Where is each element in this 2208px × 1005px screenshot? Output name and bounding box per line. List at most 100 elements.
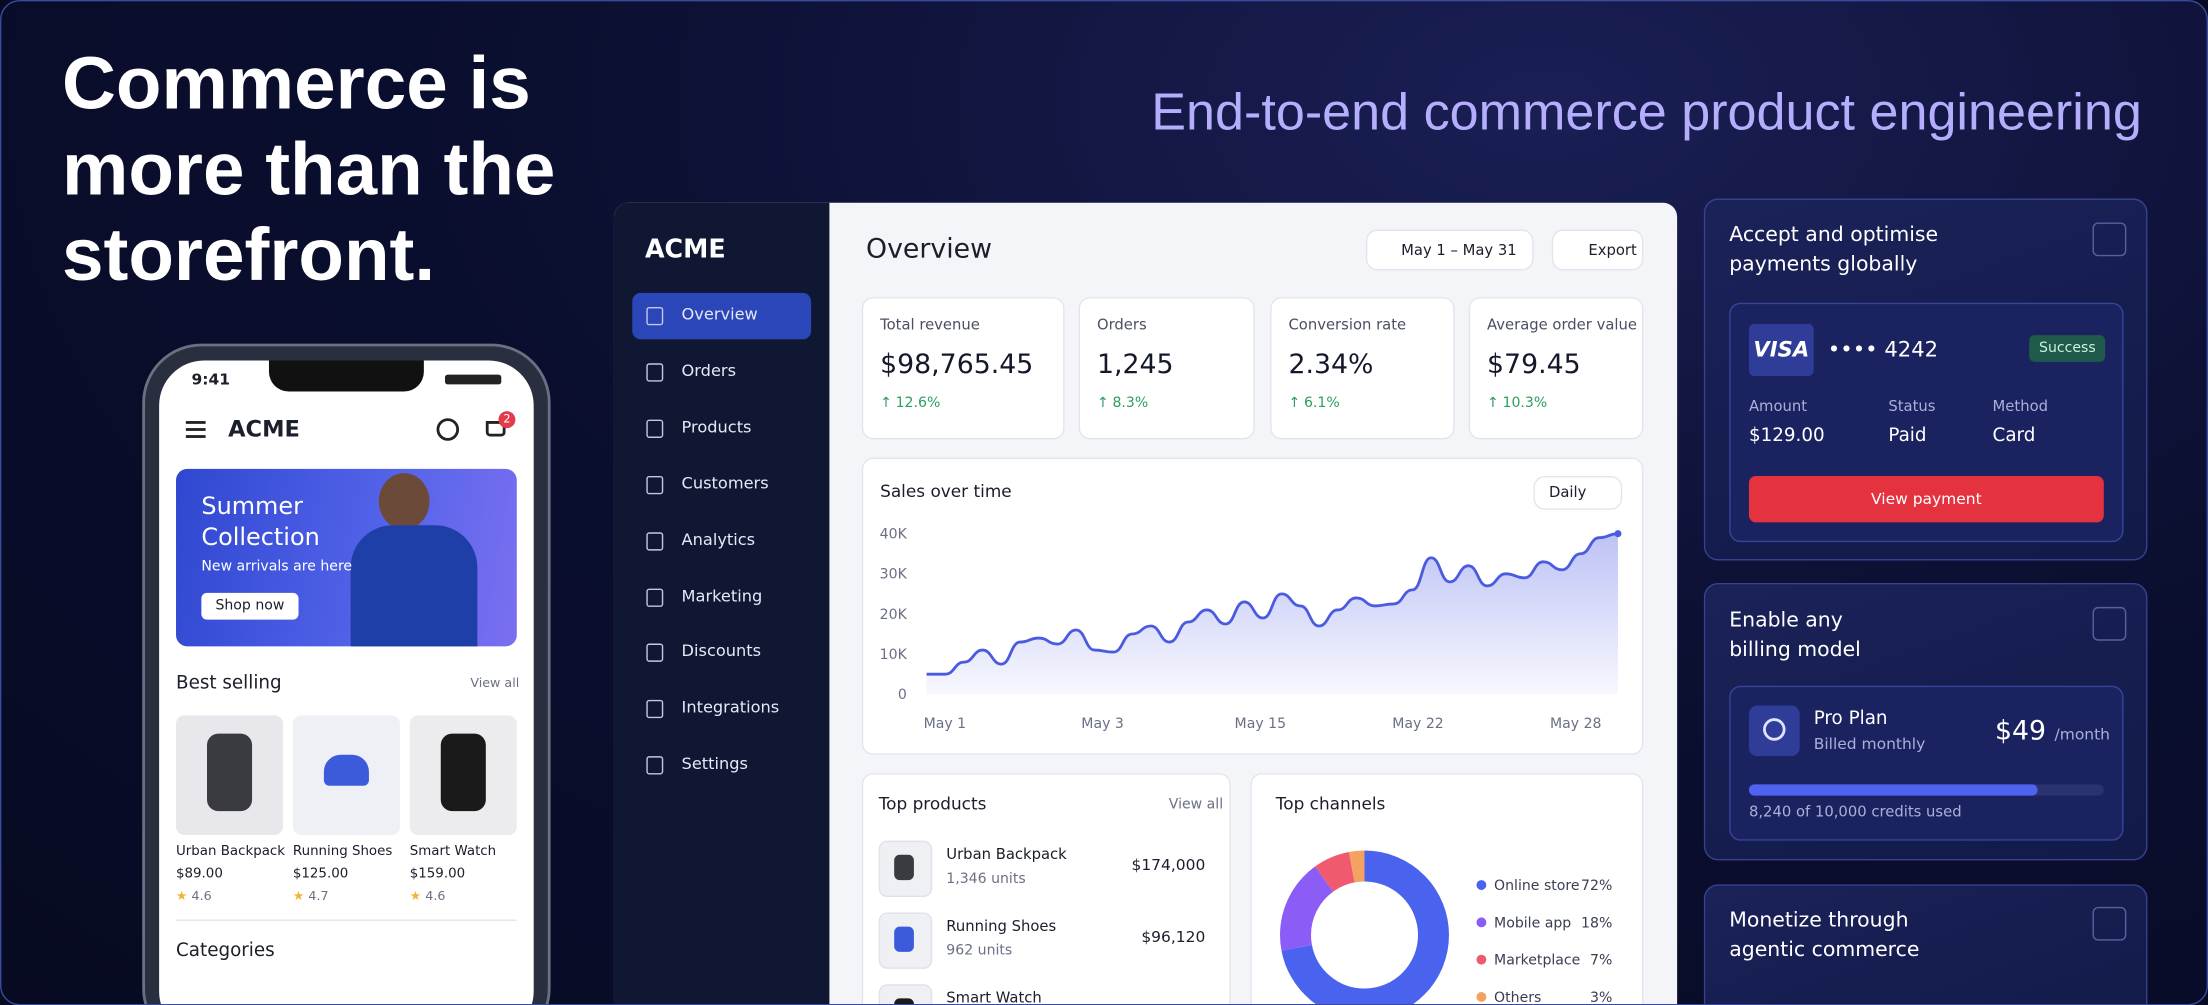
x-tick-label: May 15 (1235, 716, 1287, 732)
phone-view-all[interactable]: View all (470, 677, 520, 692)
product-thumb-item (894, 854, 914, 881)
plan-period: /month (2054, 725, 2111, 744)
menu-icon-bar (185, 428, 206, 431)
phone-screen (159, 360, 534, 1005)
cart-icon[interactable] (485, 421, 506, 437)
channels-chart: Online store 72% Mobile app 18% Marketplace 7… (1280, 850, 1612, 1005)
dashboard-brand: ACME (644, 235, 726, 265)
expand-icon[interactable] (2092, 906, 2127, 941)
kpi-value: 1,245 (1096, 349, 1174, 381)
categories-title: Categories (176, 940, 275, 962)
legend-dot (1476, 917, 1487, 928)
product-star: ★ (409, 889, 422, 905)
date-range[interactable]: May 1 – May 31 (1365, 229, 1534, 271)
model-head (378, 473, 430, 530)
legend-value: 7% (1590, 953, 1612, 969)
top-product-units: 962 units (946, 943, 1013, 959)
top-channels-title: Top channels (1275, 794, 1386, 814)
legend-label: Mobile app (1494, 915, 1571, 931)
agentic-card (1703, 884, 2148, 1005)
tagline: End-to-end commerce product engineering (1151, 83, 2142, 141)
nav-item[interactable]: Products (681, 416, 752, 437)
view-payment-button[interactable]: View payment (1748, 475, 2104, 523)
nav-item[interactable]: Marketing (681, 585, 763, 605)
top-products-view-all[interactable]: View all (1168, 797, 1224, 813)
top-product-name: Running Shoes (946, 918, 1057, 936)
field-value: Paid (1888, 425, 1927, 447)
nav-item[interactable]: Customers (681, 472, 769, 493)
plan-price: $49 (1994, 715, 2047, 747)
product-rating: 4.7 (308, 889, 329, 905)
x-tick-label: May 3 (1081, 716, 1124, 732)
nav-icon (646, 756, 664, 775)
sales-end-dot (1614, 530, 1622, 538)
nav-icon (646, 306, 664, 326)
kpi-arrow: ↑ (1288, 395, 1301, 412)
product-name: Smart Watch (409, 843, 497, 859)
top-products-title: Top products (878, 794, 987, 814)
visa-badge: VISA (1748, 323, 1814, 376)
sales-line (926, 532, 1619, 676)
product-star: ★ (176, 889, 188, 905)
kpi-card (1078, 297, 1255, 440)
menu-icon[interactable] (185, 421, 206, 438)
kpi-arrow: ↑ (880, 395, 892, 412)
search-icon[interactable] (436, 418, 460, 441)
sales-area (926, 533, 1618, 695)
notch (268, 360, 424, 392)
y-tick-label: 0 (898, 687, 907, 703)
top-product-name: Urban Backpack (946, 846, 1067, 864)
product-thumb-item (894, 998, 914, 1005)
banner-title: Summer Collection (201, 492, 320, 552)
success-pill: Success (2029, 335, 2106, 362)
legend-value: 18% (1581, 915, 1612, 931)
product-thumb (878, 984, 933, 1005)
period-select[interactable]: Daily (1533, 475, 1623, 510)
nav-icon (646, 531, 664, 551)
nav-icon (646, 644, 664, 663)
donut-segment (1280, 850, 1449, 1005)
divider (176, 919, 517, 921)
donut-segment (1280, 850, 1449, 1005)
export-button[interactable]: Export (1551, 229, 1644, 271)
top-product-units: 1,346 units (946, 871, 1026, 888)
x-tick-label: May 22 (1392, 716, 1444, 732)
product-price: $159.00 (409, 866, 466, 882)
cart-badge: 2 (498, 411, 516, 429)
product-price: $125.00 (292, 866, 349, 882)
legend-label: Others (1494, 990, 1541, 1005)
y-tick-label: 40K (880, 527, 908, 543)
product-thumb-item (894, 926, 914, 952)
shop-now-button[interactable]: Shop now (201, 592, 299, 620)
page-title: Overview (866, 233, 992, 265)
legend-dot (1476, 954, 1487, 965)
kpi-label: Conversion rate (1288, 316, 1407, 334)
kpi-arrow: ↑ (1487, 395, 1499, 412)
legend-label: Online store (1494, 878, 1580, 894)
card-number: •••• 4242 (1827, 336, 1939, 362)
kpi-value: 2.34% (1288, 349, 1374, 381)
nav-item[interactable]: Settings (681, 753, 748, 774)
y-tick-label: 10K (880, 647, 908, 663)
nav-item[interactable]: Discounts (681, 641, 762, 661)
hero-title: Commerce is more than the storefront. (61, 42, 556, 298)
product-item (206, 733, 253, 812)
best-selling-title: Best selling (176, 673, 282, 695)
kpi-change: 8.3% (1112, 395, 1149, 412)
nav-icon (646, 363, 664, 382)
nav-item[interactable]: Overview (681, 304, 758, 324)
nav-item[interactable]: Analytics (681, 528, 756, 549)
top-product-name: Smart Watch (946, 989, 1042, 1005)
field-value: $129.00 (1748, 425, 1825, 447)
x-tick-label: May 28 (1550, 716, 1601, 732)
product-rating: 4.6 (191, 889, 212, 905)
expand-icon[interactable] (2092, 606, 2127, 641)
field-label: Status (1888, 398, 1936, 416)
expand-icon[interactable] (2092, 222, 2127, 257)
kpi-label: Total revenue (880, 316, 980, 334)
legend-label: Marketplace (1494, 953, 1580, 969)
nav-item[interactable]: Orders (681, 360, 737, 381)
kpi-card (861, 297, 1065, 440)
nav-item[interactable]: Integrations (681, 697, 780, 718)
